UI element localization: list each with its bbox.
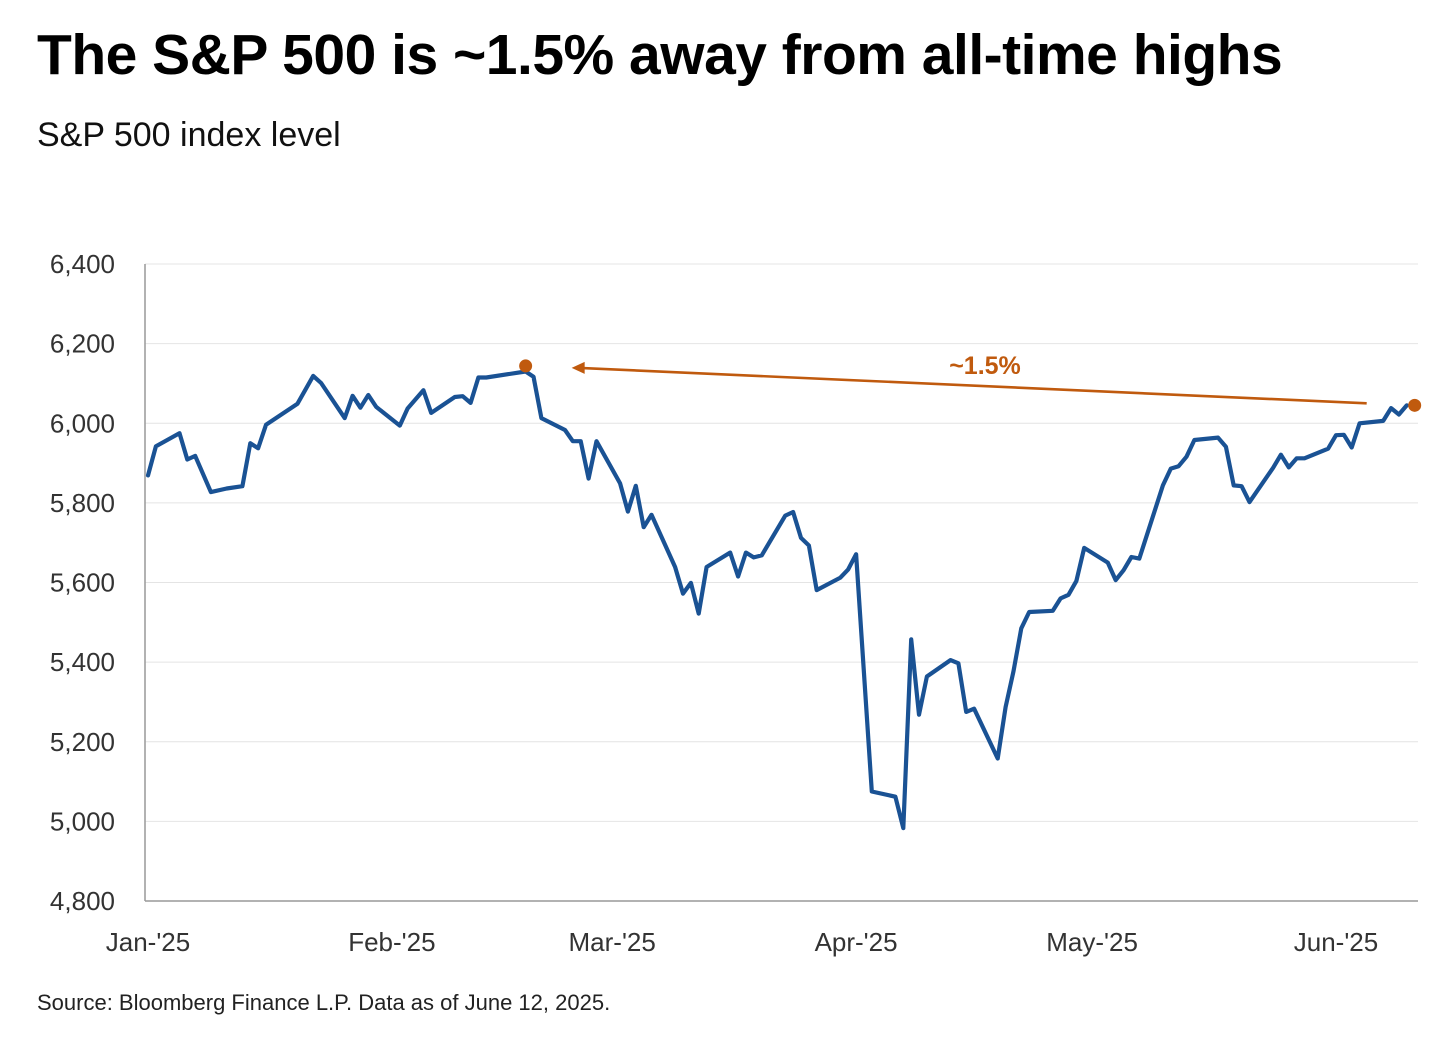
y-tick-label: 4,800 bbox=[50, 886, 115, 916]
x-axis-ticks: Jan-'25 Feb-'25 Mar-'25 Apr-'25 May-'25 Jun-'… bbox=[106, 927, 1378, 957]
x-tick-label: Jan-'25 bbox=[106, 927, 190, 957]
series-line-sp500 bbox=[145, 369, 1409, 831]
gridlines bbox=[145, 263, 1418, 822]
annotation-arrowhead bbox=[571, 361, 585, 374]
chart-title: The S&P 500 is ~1.5% away from all-time … bbox=[37, 23, 1283, 87]
source-note: Source: Bloomberg Finance L.P. Data as o… bbox=[37, 990, 611, 1015]
x-tick-label: Apr-'25 bbox=[815, 927, 898, 957]
y-tick-label: 5,600 bbox=[50, 568, 115, 598]
y-tick-label: 5,200 bbox=[50, 727, 115, 757]
current-marker bbox=[1408, 398, 1422, 412]
line-chart: 4,800 5,000 5,200 5,400 5,600 5,800 6,000 6,200… bbox=[50, 249, 1422, 957]
annotation-arrow-line bbox=[579, 366, 1367, 405]
annotation-layer: ~1.5% bbox=[519, 352, 1422, 412]
x-tick-label: Mar-'25 bbox=[569, 927, 656, 957]
y-tick-label: 5,000 bbox=[50, 806, 115, 836]
x-tick-label: Jun-'25 bbox=[1294, 927, 1378, 957]
x-tick-label: May-'25 bbox=[1046, 927, 1138, 957]
y-tick-label: 5,400 bbox=[50, 647, 115, 677]
chart-subtitle: S&P 500 index level bbox=[37, 116, 341, 154]
axes bbox=[144, 264, 1418, 902]
y-tick-label: 6,200 bbox=[50, 329, 115, 359]
annotation-label: ~1.5% bbox=[949, 352, 1021, 380]
y-tick-label: 6,400 bbox=[50, 249, 115, 279]
peak-marker bbox=[519, 359, 533, 373]
series-layer bbox=[145, 369, 1409, 831]
y-tick-label: 5,800 bbox=[50, 488, 115, 518]
x-tick-label: Feb-'25 bbox=[348, 927, 435, 957]
y-tick-label: 6,000 bbox=[50, 408, 115, 438]
y-axis-ticks: 4,800 5,000 5,200 5,400 5,600 5,800 6,000 6,200… bbox=[50, 249, 115, 916]
